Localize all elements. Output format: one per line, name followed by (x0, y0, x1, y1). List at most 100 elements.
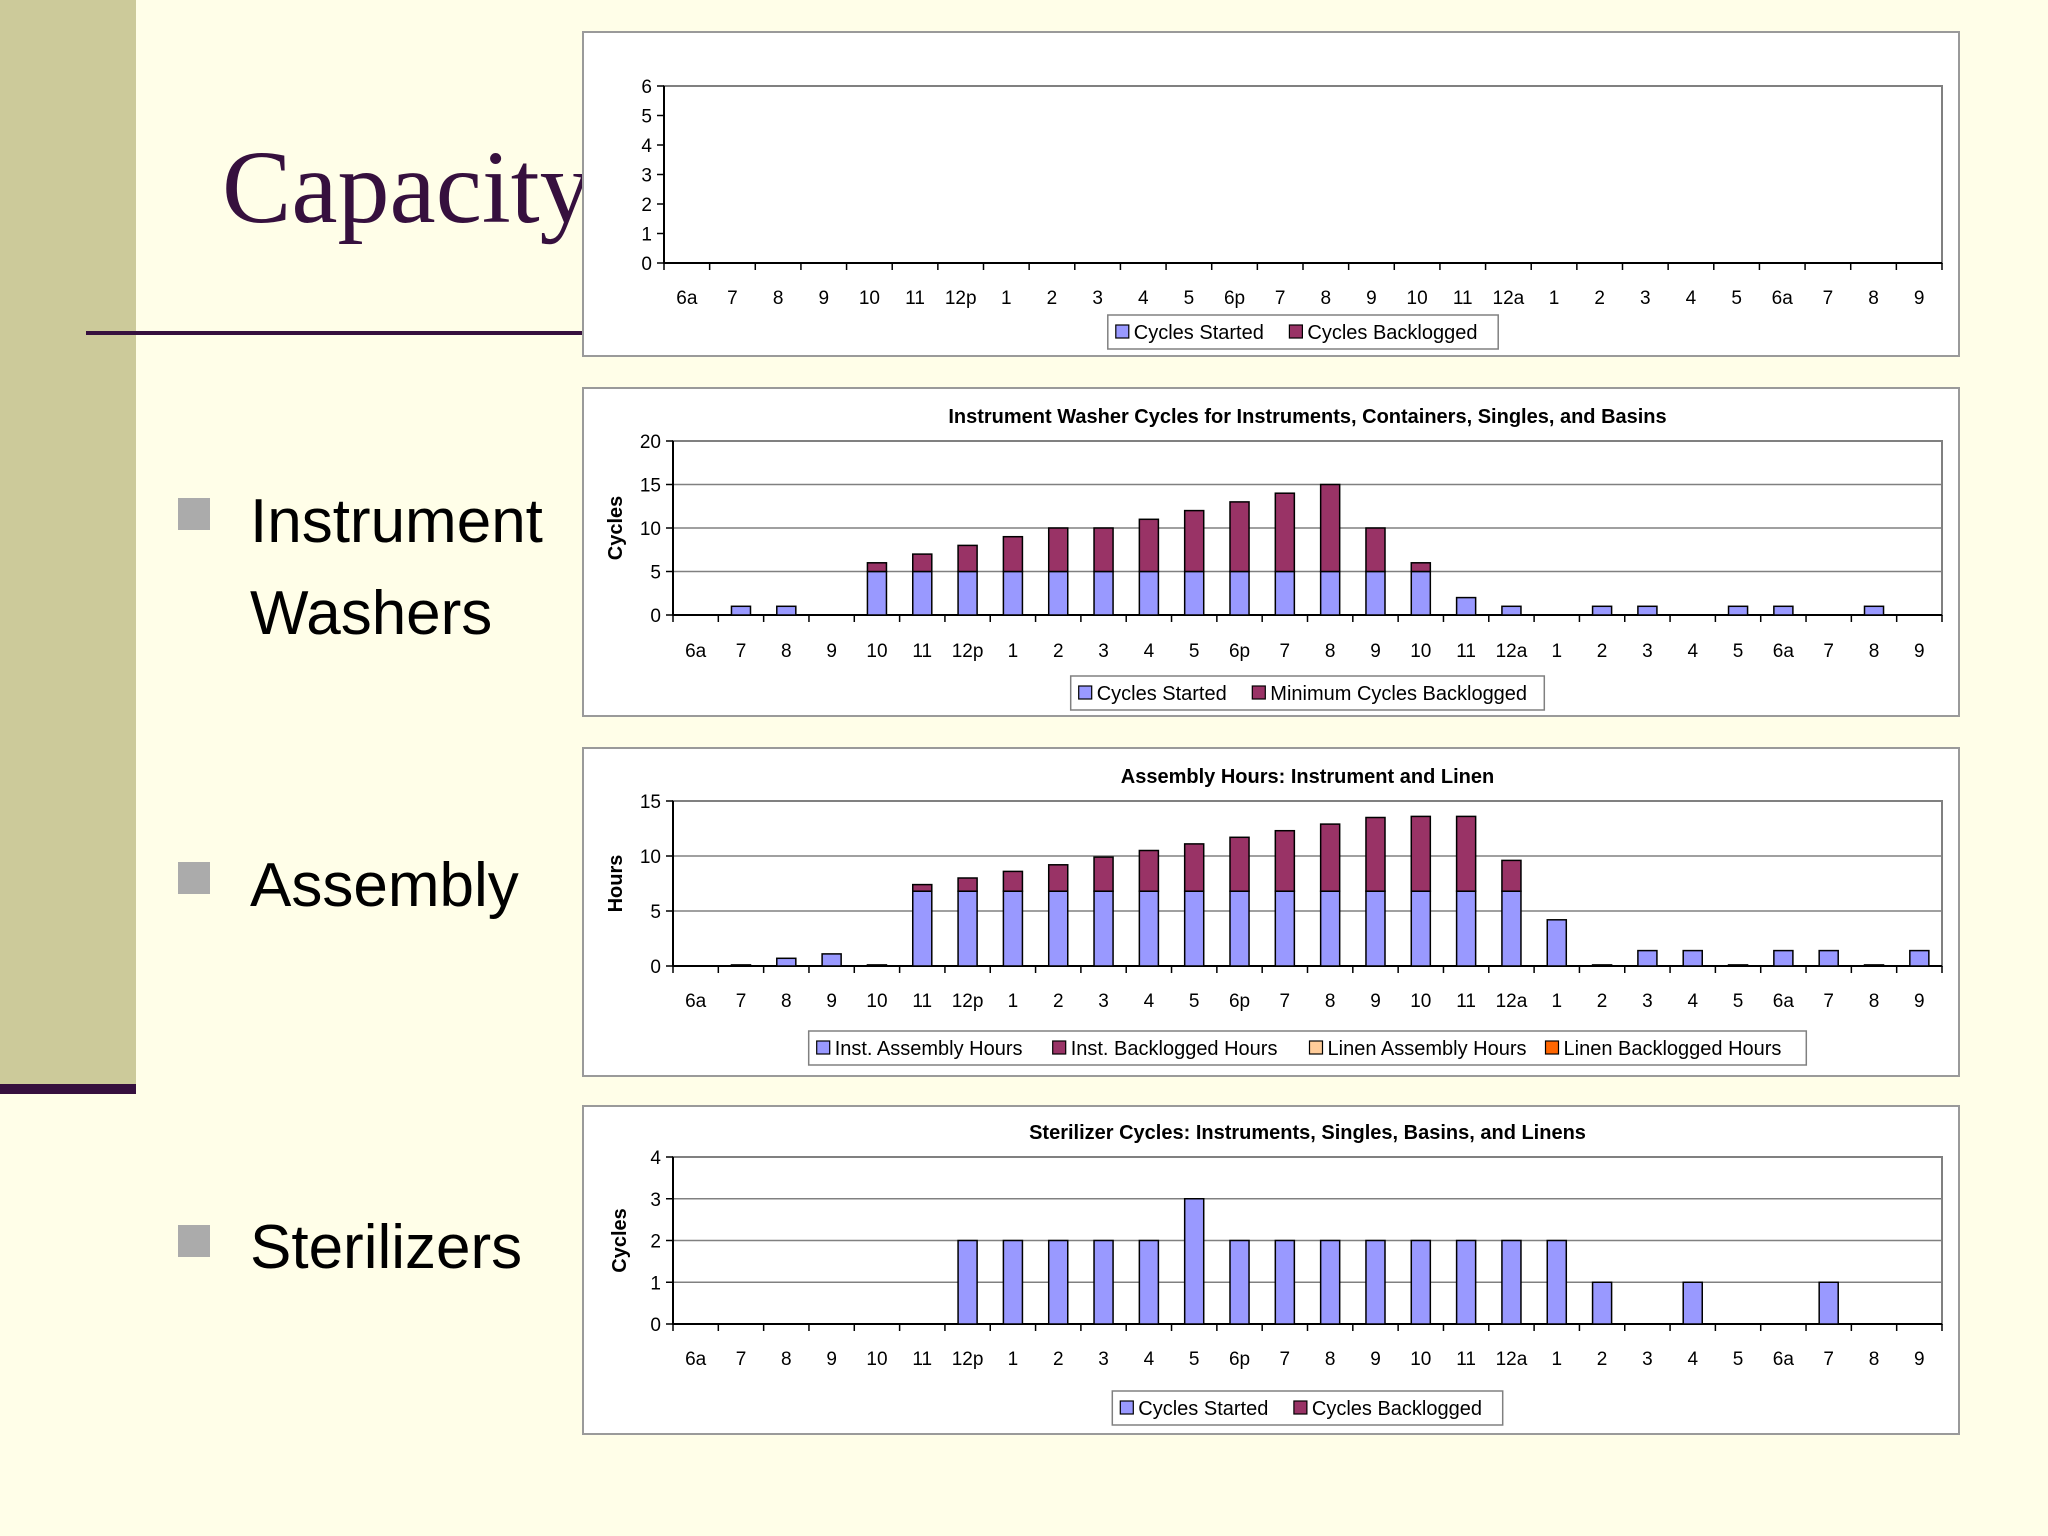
chart-sterilizer-panel: Sterilizer Cycles: Instruments, Singles,… (582, 1105, 1960, 1435)
bar-segment (1319, 570, 1341, 616)
bar-segment (1455, 815, 1477, 892)
x-tick-label: 8 (1869, 991, 1880, 1012)
slide-title: Capacity (222, 130, 592, 245)
x-tick-label: 1 (1008, 991, 1019, 1012)
bar-segment (1138, 849, 1160, 892)
x-tick-label: 4 (1138, 288, 1149, 309)
bar-segment (866, 964, 888, 967)
y-tick-label: 1 (641, 225, 652, 246)
x-tick-label: 3 (1098, 1349, 1109, 1370)
x-tick-label: 7 (1823, 288, 1834, 309)
bar-segment (1773, 605, 1794, 616)
x-tick-label: 7 (1823, 641, 1834, 662)
x-tick-label: 9 (826, 991, 837, 1012)
x-tick-label: 5 (1731, 288, 1742, 309)
bar-segment (1002, 570, 1024, 616)
x-tick-label: 9 (1370, 641, 1381, 662)
bar-segment (1410, 1239, 1432, 1325)
x-tick-label: 4 (1144, 1349, 1155, 1370)
x-tick-label: 4 (1687, 641, 1698, 662)
bar-segment (1682, 1281, 1703, 1325)
x-tick-label: 7 (1280, 991, 1291, 1012)
y-tick-label: 5 (650, 902, 661, 923)
x-tick-label: 7 (1823, 991, 1834, 1012)
bar-segment (1727, 605, 1749, 616)
x-tick-label: 7 (736, 1349, 747, 1370)
bar-segment (1047, 1239, 1069, 1325)
bar-segment (957, 1239, 978, 1325)
bar-segment (1138, 518, 1160, 573)
bullet-line: Washers (250, 579, 493, 648)
legend-item-label: Linen Assembly Hours (1328, 1038, 1527, 1060)
x-tick-label: 8 (1869, 1349, 1880, 1370)
sidebar-base-stripe (0, 1084, 136, 1094)
legend-box (807, 1030, 1808, 1066)
y-axis-label: Cycles (605, 496, 627, 561)
chart-svg: Assembly Hours: Instrument and Linen Hour… (605, 766, 1943, 1066)
bar-segment (1410, 815, 1432, 892)
bar-segment (1410, 562, 1432, 573)
x-tick-label: 1 (1549, 288, 1560, 309)
x-tick-label: 5 (1189, 991, 1200, 1012)
x-tick-label: 11 (1456, 991, 1476, 1012)
bullet-line: Sterilizers (250, 1213, 523, 1282)
legend-swatch (1078, 685, 1093, 700)
x-tick-label: 11 (1456, 641, 1476, 662)
bar-segment (1093, 527, 1114, 573)
bar-segment (1365, 1239, 1386, 1325)
x-tick-label: 7 (1275, 288, 1286, 309)
bar-segment (1047, 527, 1069, 573)
bar-segment (1229, 890, 1250, 967)
x-tick-label: 2 (1594, 288, 1605, 309)
chart-assembly-hours-panel: Assembly Hours: Instrument and Linen Hour… (582, 747, 1960, 1077)
x-tick-label: 11 (905, 288, 925, 309)
bar-segment (1546, 1239, 1568, 1325)
bullet-instrument-washers: Instrument Washers (250, 476, 543, 660)
x-tick-label: 1 (1551, 641, 1562, 662)
x-tick-label: 6a (685, 641, 707, 662)
bar-segment (1093, 570, 1114, 616)
y-tick-label: 1 (650, 1273, 661, 1294)
bar-segment (1773, 949, 1794, 967)
x-tick-label: 10 (1410, 1349, 1431, 1370)
x-tick-label: 12a (1496, 1349, 1528, 1370)
x-tick-label: 3 (1092, 288, 1103, 309)
bar-segment (1002, 890, 1024, 967)
bar-segment (1591, 1281, 1613, 1325)
x-tick-label: 2 (1597, 1349, 1608, 1370)
chart-svg: Sterilizer Cycles: Instruments, Singles,… (609, 1122, 1943, 1426)
bar-segment (1365, 527, 1386, 573)
bar-segment (1002, 1239, 1024, 1325)
x-tick-label: 9 (1914, 641, 1925, 662)
legend-item-label: Cycles Started (1097, 683, 1227, 705)
bar-segment (957, 544, 978, 573)
bar-segment (957, 570, 978, 616)
bullet-assembly: Assembly (250, 840, 519, 932)
bar-segment (1138, 1239, 1160, 1325)
x-tick-label: 6p (1229, 991, 1250, 1012)
bar-segment (1229, 570, 1250, 616)
bar-segment (730, 964, 752, 967)
x-tick-label: 1 (1551, 1349, 1562, 1370)
x-tick-label: 2 (1597, 641, 1608, 662)
bar-segment (1455, 596, 1477, 616)
chart-cycles-panel: 0 1 2 3 4 5 6 6a 7 8 9 10 11 12p 1 2 3 4 5 6p 7 8 9 10 11 12a 1 2 3 4… (582, 31, 1960, 357)
bar-segment (1274, 829, 1296, 892)
title-underline (86, 331, 606, 335)
chart-instrument-washer-panel: Instrument Washer Cycles for Instruments… (582, 387, 1960, 717)
legend-item-label: Minimum Cycles Backlogged (1270, 683, 1527, 705)
y-axis-label: Hours (605, 855, 627, 913)
x-tick-label: 11 (1456, 1349, 1476, 1370)
x-tick-label: 2 (1597, 991, 1608, 1012)
bar-segment (1183, 890, 1205, 967)
y-tick-label: 15 (640, 476, 661, 497)
x-tick-label: 12a (1496, 991, 1528, 1012)
x-tick-label: 5 (1733, 1349, 1744, 1370)
x-tick-label: 1 (1008, 641, 1019, 662)
x-tick-label: 2 (1053, 1349, 1064, 1370)
x-tick-label: 4 (1144, 991, 1155, 1012)
x-tick-label: 6a (685, 991, 707, 1012)
bar-segment (1093, 856, 1114, 892)
y-tick-label: 5 (641, 107, 652, 128)
legend: Inst. Assembly Hours Inst. Backlogged Hou… (807, 1030, 1808, 1066)
